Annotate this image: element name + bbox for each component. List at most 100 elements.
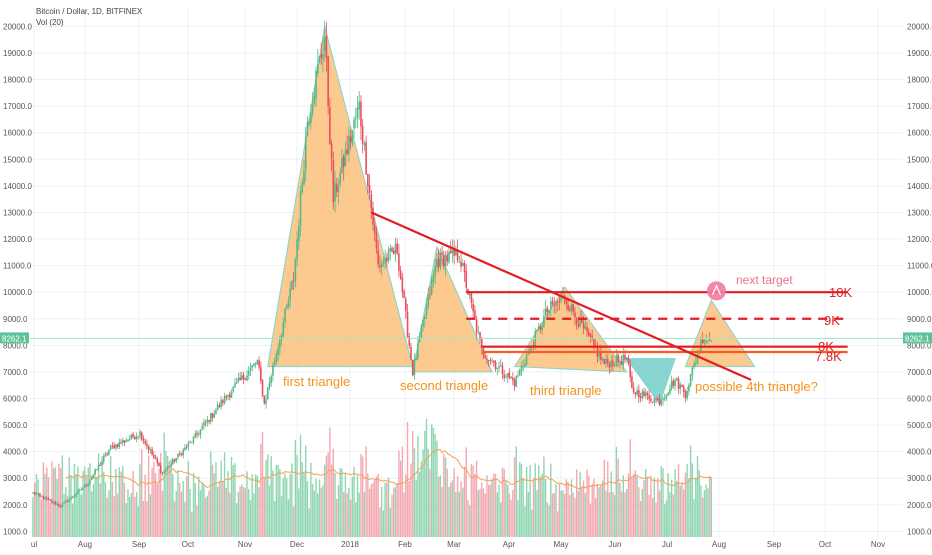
candle-body — [96, 469, 98, 470]
candle-body — [463, 263, 466, 273]
candle-body — [44, 497, 46, 499]
candle — [330, 139, 333, 172]
candle-body — [142, 438, 145, 441]
candle — [587, 328, 590, 337]
candle-body — [556, 301, 559, 303]
candle — [700, 336, 702, 352]
candle — [382, 256, 385, 268]
candle — [154, 454, 157, 460]
y-tick-label-left: 19000.0 — [3, 49, 32, 58]
volume-bar — [113, 496, 115, 537]
volume-bar — [115, 469, 117, 537]
candle — [506, 373, 509, 383]
candle-body — [394, 244, 397, 254]
candle-body — [587, 331, 590, 336]
candle — [499, 358, 502, 368]
candle — [575, 316, 578, 330]
candle — [310, 104, 312, 130]
candle — [617, 350, 619, 367]
volume-bar — [185, 476, 188, 537]
candle — [455, 245, 457, 257]
volume-bar — [235, 503, 238, 537]
volume-bar — [477, 490, 480, 537]
volume-bar — [681, 482, 683, 537]
candle — [627, 354, 630, 366]
volume-bar — [451, 480, 454, 537]
candle-body — [710, 340, 713, 342]
y-tick-label-right: 18000.0 — [907, 76, 932, 85]
candle — [541, 322, 543, 336]
volume-bar — [315, 478, 317, 537]
volume-bar — [313, 490, 316, 537]
volume-bar — [216, 486, 219, 537]
candle — [244, 377, 247, 381]
volume-bar — [634, 470, 637, 537]
volume-bar — [204, 497, 207, 537]
volume-bar — [613, 494, 616, 537]
candle-body — [398, 253, 400, 271]
candle-body — [525, 355, 528, 366]
volume-bar — [379, 507, 381, 537]
candle — [125, 437, 128, 444]
candle-body — [582, 322, 585, 329]
candle-body — [130, 434, 133, 439]
candle-body — [42, 496, 45, 499]
candle — [94, 468, 96, 476]
candle — [565, 298, 568, 310]
candle-body — [448, 251, 450, 263]
volume-bar — [441, 486, 443, 537]
volume-bar — [550, 463, 552, 537]
volume-bar — [608, 492, 611, 537]
candle-body — [700, 339, 702, 352]
candle-body — [410, 346, 412, 360]
volume-bar — [493, 473, 495, 537]
volume-bar — [244, 488, 246, 537]
candlesticks[interactable] — [32, 20, 713, 509]
candle — [398, 243, 400, 277]
candle-body — [180, 453, 183, 456]
candle — [546, 305, 549, 319]
candle-body — [265, 399, 267, 404]
candle — [555, 300, 557, 314]
x-tick-label: Feb — [398, 540, 412, 549]
candle-body — [37, 493, 39, 495]
candle — [40, 495, 43, 498]
volume-bar — [177, 469, 179, 537]
volume-bar — [439, 475, 442, 537]
y-tick-label-right: 5000.0 — [907, 421, 932, 430]
candle-body — [235, 381, 238, 384]
volume-bar — [156, 484, 158, 537]
candle-body — [558, 301, 561, 302]
candle — [323, 20, 326, 62]
candle-body — [624, 355, 626, 360]
candle-body — [115, 444, 117, 449]
candle — [689, 373, 692, 388]
volume-bar — [329, 427, 331, 537]
candle-body — [353, 119, 355, 129]
volume-bar — [153, 461, 155, 537]
candle — [209, 412, 212, 425]
candle-body — [285, 305, 288, 309]
candle — [570, 300, 573, 316]
candle-body — [441, 252, 443, 255]
x-tick-label: Oct — [819, 540, 832, 549]
candle — [51, 499, 53, 505]
volume-bar — [46, 467, 48, 537]
volume-bar — [703, 490, 706, 537]
volume-bar — [229, 492, 231, 537]
volume-bar — [346, 493, 348, 537]
candle — [441, 245, 443, 266]
y-tick-label-left: 3000.0 — [3, 474, 28, 483]
volume-bar — [65, 487, 67, 537]
candle-body — [420, 325, 423, 338]
candle-body — [363, 143, 366, 146]
candle-body — [279, 339, 281, 349]
candle — [641, 388, 644, 402]
candle — [166, 465, 169, 472]
candle-body — [418, 337, 421, 343]
candle — [392, 247, 395, 255]
candle-body — [196, 432, 198, 435]
candle-body — [316, 64, 319, 74]
